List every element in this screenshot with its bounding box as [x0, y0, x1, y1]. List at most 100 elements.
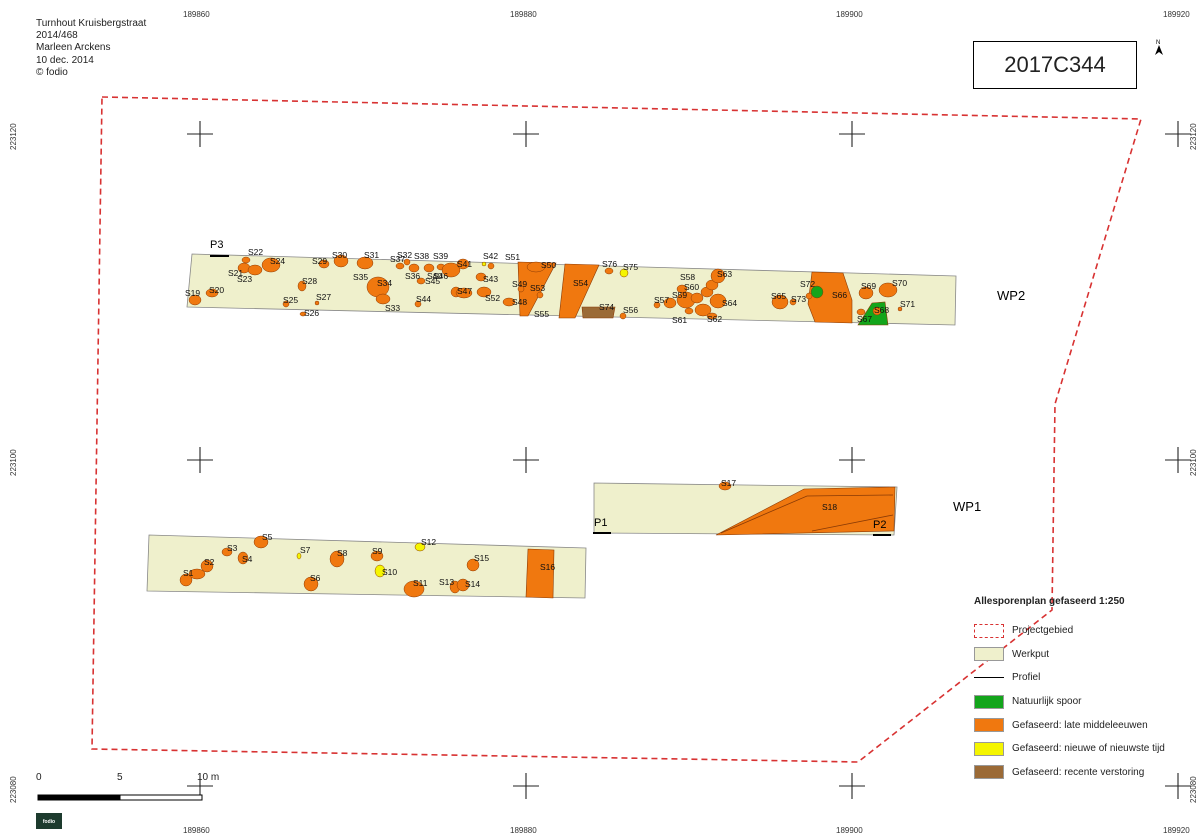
- feature-pit: [706, 312, 718, 320]
- feature-label-s64: S64: [722, 298, 737, 308]
- legend-item: Werkput: [974, 643, 1194, 667]
- feature-pit: [237, 551, 249, 565]
- feature-label-s35: S35: [353, 272, 368, 282]
- feature-pit: [205, 288, 219, 298]
- legend-swatch: [974, 718, 1004, 733]
- legend-item: Projectgebied: [974, 619, 1194, 643]
- grid-crosses: [187, 121, 1191, 799]
- feature-label-s66: S66: [832, 290, 847, 300]
- feature-pit: [374, 564, 386, 578]
- feature-pit: [710, 268, 726, 284]
- feature-label-s69: S69: [861, 281, 876, 291]
- feature-label-s23: S23: [237, 274, 252, 284]
- feature-label-s48: S48: [512, 297, 527, 307]
- feature-pit: [408, 263, 420, 273]
- feature-pit: [403, 580, 425, 598]
- profile-lines: [210, 255, 891, 536]
- feature-label-s11: S11: [413, 578, 428, 588]
- feature-label-s56: S56: [623, 305, 638, 315]
- feature-label-s67: S67: [857, 314, 872, 324]
- svg-text:189880: 189880: [510, 826, 537, 835]
- feature-label-s13: S13: [439, 577, 454, 587]
- feature-pit: [709, 293, 727, 309]
- feature-pit: [619, 312, 627, 320]
- trench-wp3: [146, 534, 587, 599]
- feature-label-s58: S58: [680, 272, 695, 282]
- svg-text:223100: 223100: [1189, 449, 1198, 476]
- legend-item: Profiel: [974, 666, 1194, 690]
- legend-item: Natuurlijk spoor: [974, 690, 1194, 714]
- copyright: © fodio: [36, 66, 68, 78]
- feature-pit: [253, 535, 269, 549]
- feature-pit: [718, 481, 732, 491]
- feature-label-s12: S12: [421, 537, 436, 547]
- feature-label-s36: S36: [405, 271, 420, 281]
- feature-label-s28: S28: [302, 276, 317, 286]
- feature-label-s4: S4: [242, 554, 253, 564]
- feature-pit: [188, 294, 202, 306]
- project-code-box: 2017C344: [973, 41, 1137, 89]
- legend-label: Projectgebied: [1012, 625, 1074, 637]
- feature-pit: [858, 286, 874, 300]
- feature-label-s31: S31: [364, 250, 379, 260]
- feature-label-s50: S50: [541, 260, 556, 270]
- feature-label-s44: S44: [416, 294, 431, 304]
- feature-label-s63: S63: [717, 269, 732, 279]
- svg-text:N: N: [1156, 40, 1160, 46]
- legend: Allesporenplan gefaseerd 1:250 Projectge…: [974, 596, 1194, 784]
- feature-label-s40: S40: [427, 271, 442, 281]
- trench-label: WP1: [953, 499, 981, 514]
- profile-label: P2: [873, 519, 886, 531]
- legend-swatch: [974, 694, 1004, 709]
- feature-pit: [684, 307, 694, 315]
- feature-pit: [771, 294, 789, 310]
- feature-label-s52: S52: [485, 293, 500, 303]
- trench-label: WP2: [997, 288, 1025, 303]
- feature-label-s8: S8: [337, 548, 348, 558]
- feature-label-s26: S26: [304, 308, 319, 318]
- svg-text:223080: 223080: [9, 776, 18, 803]
- feature-label-s46: S46: [433, 271, 448, 281]
- feature-pit: [403, 258, 411, 266]
- feature-label-s15: S15: [474, 553, 489, 563]
- feature-label-s21: S21: [228, 268, 243, 278]
- legend-label: Gefaseerd: recente verstoring: [1012, 766, 1145, 778]
- feature-pit: [318, 259, 330, 269]
- feature-pit: [878, 282, 898, 298]
- feature-label-s76: S76: [602, 259, 617, 269]
- feature-label-s53: S53: [530, 283, 545, 293]
- feature-label-s59: S59: [672, 290, 687, 300]
- feature-pit: [897, 306, 903, 312]
- feature-pit: [789, 298, 797, 306]
- feature-label-s10: S10: [382, 567, 397, 577]
- feature-label-s55: S55: [534, 309, 549, 319]
- feature-label-s22: S22: [248, 247, 263, 257]
- legend-item: Gefaseerd: nieuwe of nieuwste tijd: [974, 737, 1194, 761]
- svg-text:189860: 189860: [183, 826, 210, 835]
- feature-label-s30: S30: [332, 250, 347, 260]
- features-large: [517, 261, 896, 599]
- svg-text:189920: 189920: [1163, 826, 1190, 835]
- feature-pit: [526, 261, 546, 273]
- scale-bar: [37, 794, 203, 801]
- feature-label-s45: S45: [425, 276, 440, 286]
- feature-pit: [694, 303, 712, 317]
- feature-label-s38: S38: [414, 251, 429, 261]
- legend-title: Allesporenplan gefaseerd 1:250: [974, 596, 1125, 607]
- feature-pit: [414, 300, 422, 308]
- grid-y-labels: 223120 223100 223080 223120 223100 22308…: [9, 123, 1198, 803]
- feature-label-s7: S7: [300, 545, 311, 555]
- feature-label-s5: S5: [262, 532, 273, 542]
- legend-swatch: [974, 741, 1004, 756]
- feature-label-s25: S25: [283, 295, 298, 305]
- feature-pit: [303, 576, 319, 592]
- svg-text:223100: 223100: [9, 449, 18, 476]
- feature-pit: [456, 258, 470, 270]
- feature-pit: [856, 308, 866, 316]
- feature-pit: [247, 264, 263, 276]
- svg-text:223080: 223080: [1189, 776, 1198, 803]
- feature-pit: [329, 550, 345, 568]
- feature-label-s9: S9: [372, 546, 383, 556]
- feature-pit: [241, 256, 251, 264]
